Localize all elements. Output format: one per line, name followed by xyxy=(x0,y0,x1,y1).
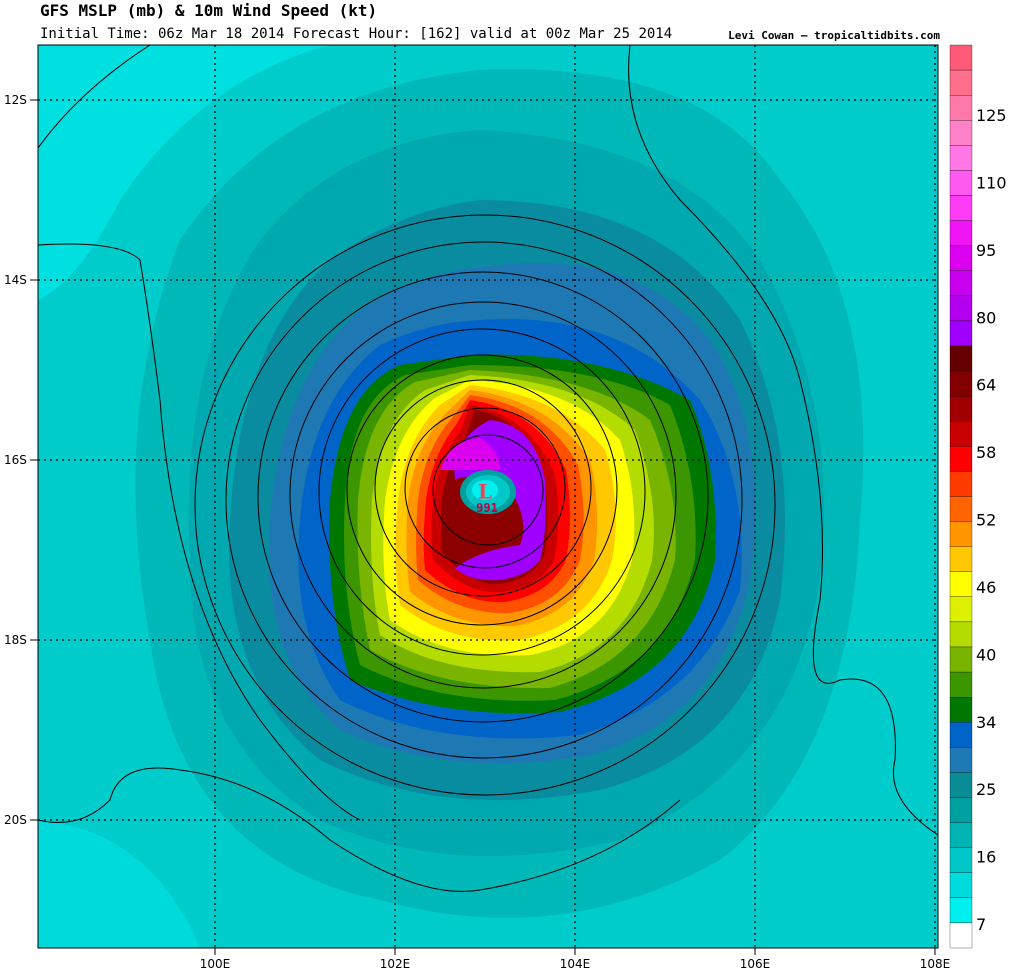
colorbar-label: 16 xyxy=(976,848,996,867)
lon-label: 100E xyxy=(200,957,231,971)
colorbar-swatch xyxy=(949,195,973,221)
colorbar-swatch xyxy=(949,320,973,347)
lat-label: 18S xyxy=(4,633,27,647)
colorbar-swatch xyxy=(949,847,973,873)
colorbar-label: 40 xyxy=(976,645,996,664)
colorbar-swatch xyxy=(949,922,973,949)
colorbar-swatch xyxy=(949,44,973,71)
colorbar-swatch xyxy=(949,822,973,848)
title: GFS MSLP (mb) & 10m Wind Speed (kt) xyxy=(40,1,377,20)
colorbar-swatch xyxy=(949,897,973,924)
colorbar-swatch xyxy=(949,69,973,96)
colorbar-swatch xyxy=(949,747,973,773)
wind-field xyxy=(38,45,938,948)
colorbar-label: 52 xyxy=(976,511,996,530)
colorbar-swatch xyxy=(949,345,973,372)
colorbar: 125 110 95 80 64 58 52 46 40 34 25 16 7 xyxy=(949,44,1007,949)
colorbar-swatch xyxy=(949,646,973,673)
lat-label: 14S xyxy=(4,273,27,287)
colorbar-label: 110 xyxy=(976,173,1007,192)
colorbar-label: 46 xyxy=(976,578,996,597)
lon-label: 106E xyxy=(740,957,771,971)
colorbar-swatch xyxy=(949,797,973,823)
colorbar-swatch xyxy=(949,120,973,146)
lat-label: 12S xyxy=(4,93,27,107)
lon-label: 102E xyxy=(380,957,411,971)
colorbar-swatch xyxy=(949,446,973,472)
colorbar-swatch xyxy=(949,697,973,723)
colorbar-swatch xyxy=(949,496,973,522)
colorbar-swatch xyxy=(949,671,973,698)
colorbar-label: 125 xyxy=(976,106,1007,125)
colorbar-label: 34 xyxy=(976,713,996,732)
colorbar-swatch xyxy=(949,772,973,798)
colorbar-label: 95 xyxy=(976,241,996,260)
lat-label: 16S xyxy=(4,453,27,467)
map-frame xyxy=(37,44,939,949)
colorbar-label: 58 xyxy=(976,443,996,462)
graticule: 12S 14S 16S 18S 20S 100E 102E 104E 106E 108E xyxy=(4,45,950,971)
colorbar-swatch xyxy=(949,295,973,322)
colorbar-swatch xyxy=(949,421,973,447)
low-symbol: L xyxy=(478,480,492,504)
colorbar-swatch xyxy=(949,471,973,497)
colorbar-swatch xyxy=(949,95,973,121)
colorbar-swatch xyxy=(949,145,973,171)
lon-label: 108E xyxy=(920,957,951,971)
colorbar-swatch xyxy=(949,546,973,572)
isobars xyxy=(38,45,938,892)
colorbar-label: 7 xyxy=(976,915,986,934)
colorbar-swatch xyxy=(949,270,973,296)
colorbar-swatch xyxy=(949,220,973,246)
colorbar-swatch xyxy=(949,872,973,898)
colorbar-swatch xyxy=(949,370,973,397)
colorbar-swatch xyxy=(949,245,973,271)
colorbar-label: 64 xyxy=(976,376,996,395)
colorbar-label: 80 xyxy=(976,308,996,327)
colorbar-label: 25 xyxy=(976,780,996,799)
colorbar-swatch xyxy=(949,722,973,748)
colorbar-swatch xyxy=(949,170,973,196)
colorbar-swatch xyxy=(949,571,973,597)
lon-label: 104E xyxy=(560,957,591,971)
colorbar-swatch xyxy=(949,521,973,547)
low-pressure: 991 xyxy=(476,501,498,515)
colorbar-swatch xyxy=(949,596,973,623)
subtitle: Initial Time: 06z Mar 18 2014 Forecast H… xyxy=(40,26,672,42)
lat-label: 20S xyxy=(4,813,27,827)
credit: Levi Cowan – tropicaltidbits.com xyxy=(728,29,940,42)
colorbar-swatch xyxy=(949,396,973,422)
colorbar-swatch xyxy=(949,621,973,648)
